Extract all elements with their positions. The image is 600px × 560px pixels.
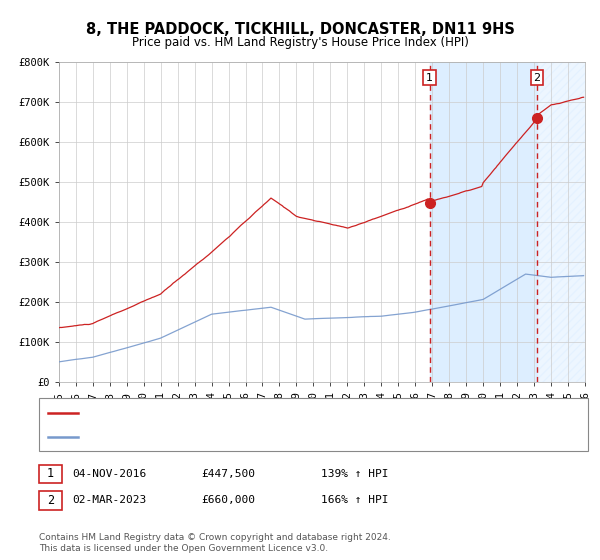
Text: HPI: Average price, detached house, Doncaster: HPI: Average price, detached house, Donc… <box>84 432 365 442</box>
Text: £660,000: £660,000 <box>201 495 255 505</box>
Text: 2: 2 <box>533 73 541 83</box>
Text: 04-NOV-2016: 04-NOV-2016 <box>72 469 146 479</box>
Text: Contains HM Land Registry data © Crown copyright and database right 2024.
This d: Contains HM Land Registry data © Crown c… <box>39 533 391 553</box>
Text: 2: 2 <box>47 493 54 507</box>
Text: 1: 1 <box>426 73 433 83</box>
Text: 8, THE PADDOCK, TICKHILL, DONCASTER, DN11 9HS (detached house): 8, THE PADDOCK, TICKHILL, DONCASTER, DN1… <box>84 408 472 418</box>
Text: 166% ↑ HPI: 166% ↑ HPI <box>321 495 389 505</box>
Text: 02-MAR-2023: 02-MAR-2023 <box>72 495 146 505</box>
Text: £447,500: £447,500 <box>201 469 255 479</box>
Bar <box>430 62 537 382</box>
Bar <box>537 62 593 382</box>
Text: 139% ↑ HPI: 139% ↑ HPI <box>321 469 389 479</box>
Text: 1: 1 <box>47 467 54 480</box>
Text: Price paid vs. HM Land Registry's House Price Index (HPI): Price paid vs. HM Land Registry's House … <box>131 36 469 49</box>
Text: 8, THE PADDOCK, TICKHILL, DONCASTER, DN11 9HS: 8, THE PADDOCK, TICKHILL, DONCASTER, DN1… <box>86 22 514 38</box>
